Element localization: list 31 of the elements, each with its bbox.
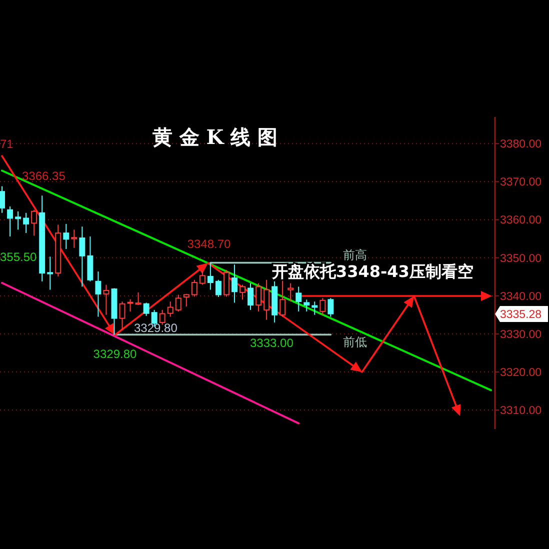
candlestick (39, 195, 46, 282)
y-tick-label: 3350.00 (500, 252, 542, 265)
candlestick (95, 270, 102, 318)
annotation: 开盘依托3348-43压制看空 (271, 262, 474, 281)
candlestick (296, 286, 302, 312)
y-tick-label: 3310.00 (500, 404, 542, 417)
annotation: 前低 (343, 335, 367, 349)
candlestick (79, 226, 86, 288)
text: 3335.28 (500, 309, 542, 321)
annotation: 前高 (343, 248, 367, 262)
y-tick-label: 3340.00 (500, 290, 542, 303)
annotation: 3366.35 (22, 169, 66, 183)
annotation: 355.50 (0, 250, 38, 264)
candlestick (207, 262, 214, 290)
annotation: 3348.70 (187, 237, 232, 251)
annotation: 71 (0, 137, 14, 151)
candlestick (231, 264, 238, 304)
y-tick-label: 3370.00 (500, 176, 542, 189)
y-tick-label: 3360.00 (500, 214, 542, 227)
candlestick (71, 229, 78, 248)
chart-title: 黄 金 K 线 图 (151, 125, 278, 149)
y-tick-label: 3380.00 (500, 138, 542, 151)
candlestick (47, 256, 54, 290)
annotation: 3329.80 (93, 347, 138, 361)
candlestick (264, 279, 270, 320)
y-tick-label: 3330.00 (500, 328, 542, 341)
candlestick (0, 186, 5, 214)
y-tick-label: 3320.00 (500, 366, 542, 379)
annotation: 3329.80 (134, 321, 178, 335)
annotation: 3333.00 (250, 336, 294, 350)
candlestick (63, 223, 70, 250)
